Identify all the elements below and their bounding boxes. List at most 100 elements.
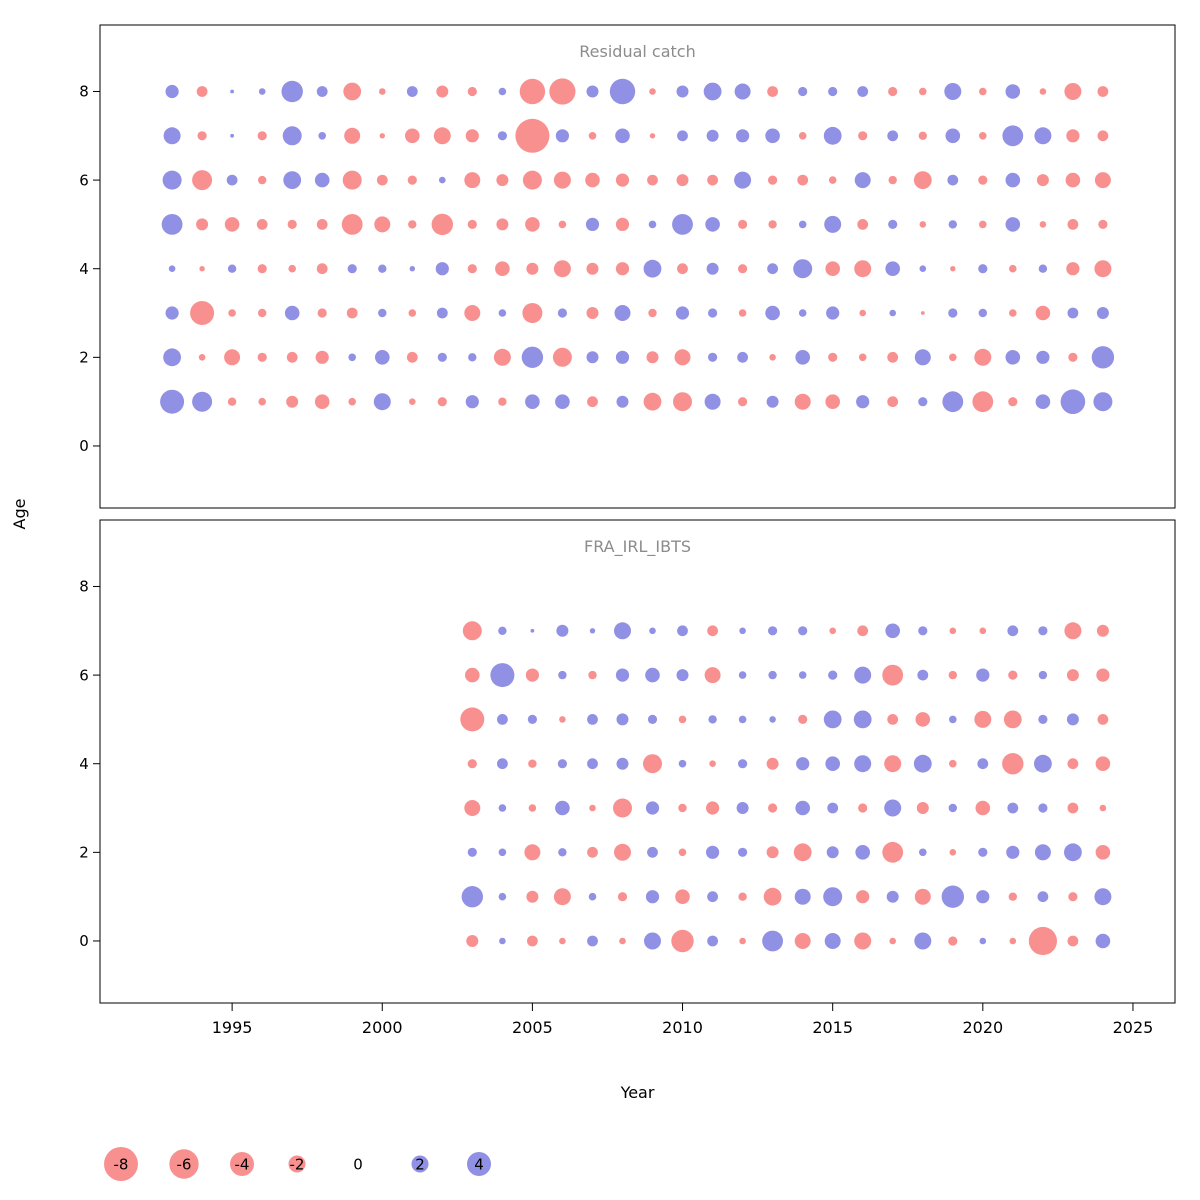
residual-bubble [798,309,807,317]
residual-bubble [526,262,539,275]
residual-bubble [558,220,567,229]
y-axis-label: Age [10,499,29,530]
residual-bubble [941,885,964,908]
residual-bubble [1095,933,1111,949]
residual-bubble [522,170,542,190]
residual-bubble [318,132,327,140]
residual-bubble [948,220,957,229]
residual-bubble [498,804,507,812]
residual-bubble [256,219,268,230]
residual-bubble [227,397,237,406]
panel-border [99,519,1176,1004]
residual-bubble [197,131,207,141]
residual-bubble [827,802,839,814]
residual-bubble [283,171,302,190]
residual-bubble [676,174,689,187]
residual-bubble [499,937,506,945]
residual-bubble [495,261,510,277]
residual-bubble [615,128,630,144]
residual-bubble [944,83,962,100]
residual-bubble [464,172,481,189]
legend-bubble [230,1152,254,1176]
residual-bubble [406,351,418,363]
year-tick-label: 2025 [1113,1018,1154,1037]
residual-bubble [1038,803,1048,813]
residual-bubble [765,305,780,321]
residual-bubble [643,392,662,411]
residual-bubble [795,800,810,816]
residual-bubble [467,86,477,97]
residual-bubble [706,845,720,859]
residual-bubble [949,353,957,362]
x-axis-label: Year [620,1083,655,1102]
residual-bubble [884,799,902,817]
residual-bubble [288,264,297,273]
residual-bubble [739,627,746,635]
residual-bubble [525,217,540,232]
residual-bubble [824,215,842,233]
residual-bubble [768,670,777,680]
legend-bubble [288,1155,306,1173]
residual-bubble [1064,622,1082,640]
residual-bubble [527,935,538,947]
residual-bubble [1091,346,1115,369]
residual-bubble [556,624,569,637]
residual-bubble [794,393,811,410]
residual-bubble [515,118,550,153]
residual-bubble [587,846,598,858]
residual-bubble [1068,352,1078,362]
residual-bubble [919,265,927,273]
residual-bubble [257,264,267,274]
residual-bubble [524,844,541,861]
residual-bubble [462,621,482,641]
residual-bubble [587,935,598,947]
residual-bubble [314,172,330,188]
residual-bubble [519,78,546,105]
residual-bubble [1038,714,1048,725]
residual-bubble [615,173,630,187]
residual-bubble [435,262,449,276]
residual-bubble [882,664,904,686]
residual-bubble [258,397,267,406]
residual-bubble [588,670,597,680]
residual-bubble [1094,888,1112,906]
residual-bubble [555,394,570,410]
residual-bubble [468,353,477,362]
residual-bubble [522,303,543,323]
residual-bubble [888,219,898,229]
residual-bubble [224,349,241,366]
residual-bubble [192,170,213,191]
residual-bubble [645,890,660,904]
residual-bubble [914,932,932,950]
legend-bubble [411,1155,429,1173]
residual-bubble [553,260,571,278]
residual-bubble [460,707,485,732]
residual-bubble [585,217,600,231]
residual-bubble [1034,754,1052,773]
residual-bubble [885,623,900,639]
residual-bubble [1038,670,1048,680]
residual-bubble [341,214,363,235]
residual-bubble [768,803,778,813]
residual-bubble [914,349,931,366]
residual-bubble [978,308,987,318]
residual-bubble [497,131,507,141]
residual-bubble [979,937,987,945]
residual-bubble [521,346,544,368]
legend-bubble [467,1152,491,1176]
residual-bubble [976,890,990,904]
age-tick-label: 0 [79,932,89,950]
panel-border [99,24,1176,509]
residual-bubble [284,305,300,321]
residual-bubble [738,715,747,724]
residual-bubble [498,87,507,96]
residual-bubble [549,78,576,105]
residual-bubble [467,759,477,769]
residual-bubble [796,757,810,771]
residual-bubble [1002,753,1024,775]
residual-bubble [857,86,869,97]
residual-bubble [436,85,449,98]
residual-bubble [439,176,446,184]
residual-bubble [976,668,990,682]
residual-bubble [1006,845,1020,859]
